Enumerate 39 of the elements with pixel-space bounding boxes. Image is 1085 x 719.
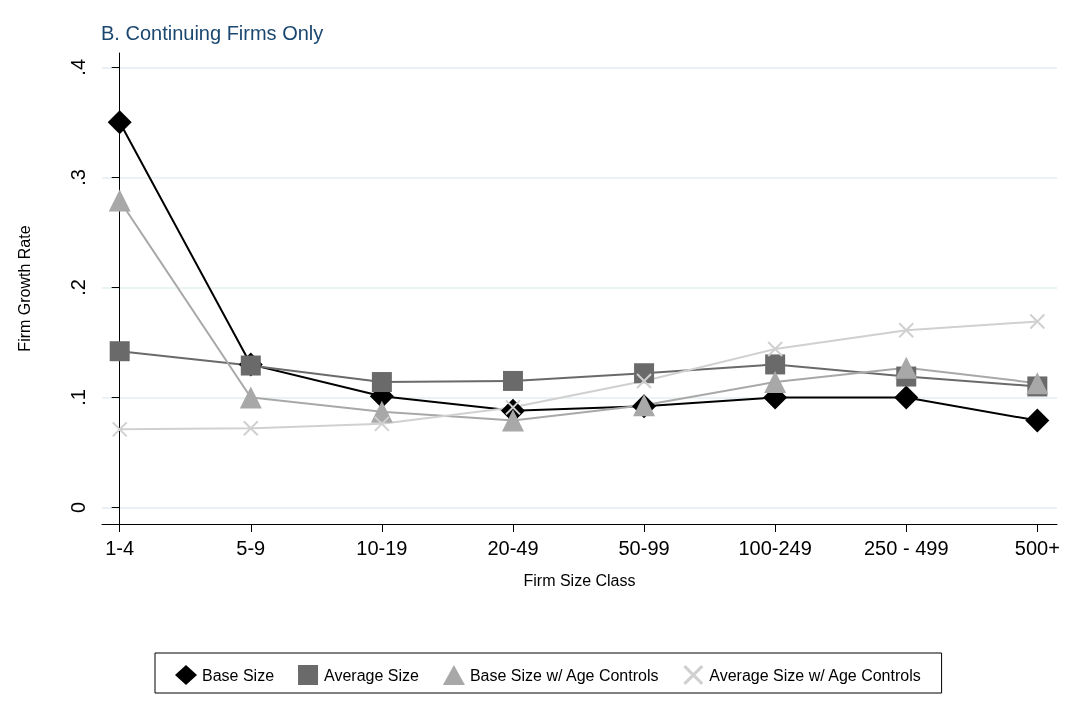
y-tick-label: 0	[67, 501, 89, 514]
point	[108, 189, 131, 212]
point	[764, 371, 787, 394]
point	[373, 415, 390, 432]
x-tick-label: 10-19	[356, 537, 408, 559]
x-tick-label: 50-99	[618, 537, 670, 559]
point	[894, 385, 919, 410]
legend-label: Average Size	[324, 666, 420, 684]
x-tick-label: 500+	[1014, 537, 1060, 559]
point	[765, 354, 786, 375]
point	[239, 386, 262, 409]
x-tick-label: 20-49	[487, 537, 539, 559]
point	[501, 409, 524, 432]
y-tick-label: .1	[67, 389, 89, 406]
point	[1029, 313, 1046, 330]
x-tick-label: 1-4	[105, 537, 135, 559]
chart-title: B. Continuing Firms Only	[101, 22, 324, 44]
x-tick-label: 100-249	[738, 537, 812, 559]
point	[895, 356, 918, 379]
point	[111, 421, 128, 438]
y-tick-label: .3	[67, 169, 89, 186]
legend-label: Base Size w/ Age Controls	[469, 666, 659, 684]
point	[767, 341, 784, 358]
point	[898, 322, 915, 339]
legend-label: Average Size w/ Age Controls	[709, 666, 921, 684]
point	[371, 372, 392, 393]
point	[107, 110, 132, 135]
y-axis-title: Firm Growth Rate	[15, 225, 33, 352]
point	[109, 341, 130, 362]
legend-label: Base Size	[202, 666, 275, 684]
x-tick-label: 250 - 499	[863, 537, 949, 559]
point	[502, 370, 523, 391]
x-axis-title: Firm Size Class	[523, 571, 636, 589]
y-tick-label: .2	[67, 279, 89, 296]
y-tick-label: .4	[67, 58, 89, 76]
x-tick-label: 5-9	[236, 537, 266, 559]
point	[1025, 408, 1050, 433]
point	[242, 420, 259, 437]
point	[636, 372, 653, 389]
